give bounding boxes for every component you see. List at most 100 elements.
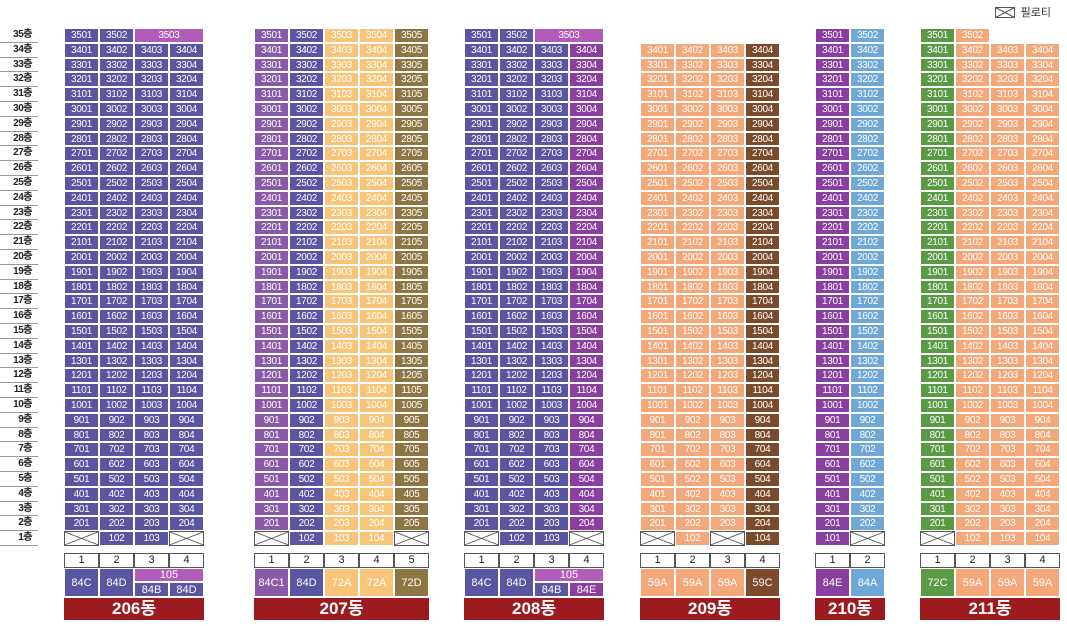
unit-cell[interactable]: 1301 (815, 353, 850, 369)
unit-cell[interactable]: 2204 (169, 220, 204, 236)
unit-cell[interactable]: 2902 (850, 116, 885, 132)
unit-cell[interactable]: 305 (394, 501, 429, 517)
unit-cell[interactable]: 1901 (464, 264, 499, 280)
unit-cell[interactable]: 1701 (254, 294, 289, 310)
unit-cell[interactable]: 3403 (134, 42, 169, 58)
unit-cell[interactable]: 2704 (169, 146, 204, 162)
unit-cell[interactable]: 1704 (745, 294, 780, 310)
unit-cell[interactable]: 3002 (289, 102, 324, 117)
unit-cell[interactable]: 3104 (745, 87, 780, 102)
unit-cell[interactable]: 604 (745, 457, 780, 472)
unit-cell[interactable]: 3204 (359, 72, 394, 88)
unit-cell[interactable]: 3403 (710, 42, 745, 58)
unit-cell[interactable]: 3405 (394, 42, 429, 58)
unit-cell[interactable]: 404 (569, 486, 604, 502)
unit-cell[interactable]: 2904 (169, 116, 204, 132)
unit-cell[interactable]: 1101 (815, 383, 850, 398)
unit-cell[interactable]: 2501 (815, 176, 850, 191)
unit-cell[interactable]: 204 (569, 516, 604, 532)
unit-cell[interactable]: 504 (359, 472, 394, 487)
unit-cell[interactable]: 1902 (499, 264, 534, 280)
unit-cell[interactable]: 401 (815, 486, 850, 502)
unit-cell[interactable]: 201 (815, 516, 850, 532)
unit-cell[interactable]: 2804 (169, 131, 204, 147)
unit-cell[interactable]: 3202 (955, 72, 990, 88)
unit-cell[interactable]: 1403 (324, 338, 359, 354)
unit-cell[interactable]: 3101 (815, 87, 850, 102)
unit-cell[interactable]: 2103 (710, 235, 745, 250)
unit-cell[interactable]: 202 (499, 516, 534, 532)
unit-cell[interactable]: 2403 (534, 190, 569, 206)
unit-cell[interactable]: 203 (990, 516, 1025, 532)
unit-cell[interactable]: 903 (990, 412, 1025, 428)
unit-cell[interactable]: 2201 (254, 220, 289, 236)
unit-cell[interactable]: 2004 (169, 250, 204, 265)
unit-cell[interactable]: 503 (534, 472, 569, 487)
unit-cell[interactable]: 301 (920, 501, 955, 517)
unit-cell[interactable]: 2604 (1025, 161, 1060, 176)
unit-cell[interactable]: 503 (990, 472, 1025, 487)
unit-cell[interactable]: 1002 (675, 398, 710, 413)
unit-cell[interactable]: 1001 (815, 398, 850, 413)
unit-cell[interactable]: 3301 (920, 57, 955, 73)
unit-cell[interactable]: 1402 (675, 338, 710, 354)
unit-cell[interactable]: 3002 (850, 102, 885, 117)
unit-cell[interactable]: 902 (955, 412, 990, 428)
unit-cell[interactable]: 501 (640, 472, 675, 487)
unit-cell[interactable]: 1003 (710, 398, 745, 413)
unit-cell[interactable]: 904 (569, 412, 604, 428)
unit-cell[interactable]: 403 (324, 486, 359, 502)
unit-cell[interactable]: 104 (1025, 531, 1060, 546)
unit-cell[interactable]: 1604 (169, 309, 204, 324)
unit-cell[interactable]: 2402 (99, 190, 134, 206)
unit-cell[interactable]: 604 (359, 457, 394, 472)
unit-cell[interactable]: 2404 (169, 190, 204, 206)
unit-cell[interactable]: 1603 (710, 309, 745, 324)
unit-cell[interactable]: 3403 (990, 42, 1025, 58)
unit-cell[interactable]: 2604 (745, 161, 780, 176)
unit-cell[interactable]: 1803 (710, 279, 745, 295)
unit-cell[interactable]: 2704 (359, 146, 394, 162)
unit-cell[interactable]: 803 (710, 427, 745, 443)
unit-cell[interactable]: 2504 (169, 176, 204, 191)
unit-cell[interactable]: 1301 (64, 353, 99, 369)
unit-cell[interactable]: 1102 (955, 383, 990, 398)
unit-cell[interactable]: 2104 (359, 235, 394, 250)
unit-cell[interactable]: 2304 (1025, 205, 1060, 221)
building-name[interactable]: 211동 (920, 598, 1060, 620)
unit-cell[interactable]: 2402 (955, 190, 990, 206)
unit-cell[interactable]: 1804 (569, 279, 604, 295)
unit-cell[interactable]: 901 (464, 412, 499, 428)
unit-cell[interactable]: 1604 (569, 309, 604, 324)
unit-cell[interactable]: 2602 (955, 161, 990, 176)
unit-cell[interactable]: 1504 (359, 324, 394, 339)
unit-cell[interactable]: 2504 (569, 176, 604, 191)
unit-cell[interactable]: 2902 (99, 116, 134, 132)
unit-cell[interactable]: 2802 (955, 131, 990, 147)
unit-cell[interactable]: 1502 (850, 324, 885, 339)
unit-cell[interactable]: 2402 (675, 190, 710, 206)
unit-cell[interactable]: 3101 (640, 87, 675, 102)
unit-cell[interactable]: 2302 (289, 205, 324, 221)
unit-cell[interactable]: 3102 (499, 87, 534, 102)
unit-cell[interactable]: 505 (394, 472, 429, 487)
unit-cell[interactable]: 404 (1025, 486, 1060, 502)
unit-cell[interactable]: 1404 (359, 338, 394, 354)
unit-cell[interactable]: 1102 (675, 383, 710, 398)
unit-cell[interactable]: 3004 (359, 102, 394, 117)
unit-cell[interactable]: 2202 (850, 220, 885, 236)
unit-cell[interactable]: 1702 (289, 294, 324, 310)
unit-cell[interactable]: 202 (99, 516, 134, 532)
unit-cell[interactable]: 203 (710, 516, 745, 532)
unit-cell[interactable]: 2901 (920, 116, 955, 132)
unit-cell[interactable]: 3402 (99, 42, 134, 58)
unit-cell[interactable]: 501 (64, 472, 99, 487)
unit-cell[interactable]: 1702 (99, 294, 134, 310)
unit-cell[interactable]: 2303 (990, 205, 1025, 221)
unit-cell[interactable]: 2103 (134, 235, 169, 250)
unit-cell[interactable]: 2201 (815, 220, 850, 236)
unit-cell[interactable]: 901 (920, 412, 955, 428)
unit-cell[interactable]: 2404 (569, 190, 604, 206)
unit-cell[interactable]: 1501 (464, 324, 499, 339)
unit-cell[interactable]: 502 (289, 472, 324, 487)
